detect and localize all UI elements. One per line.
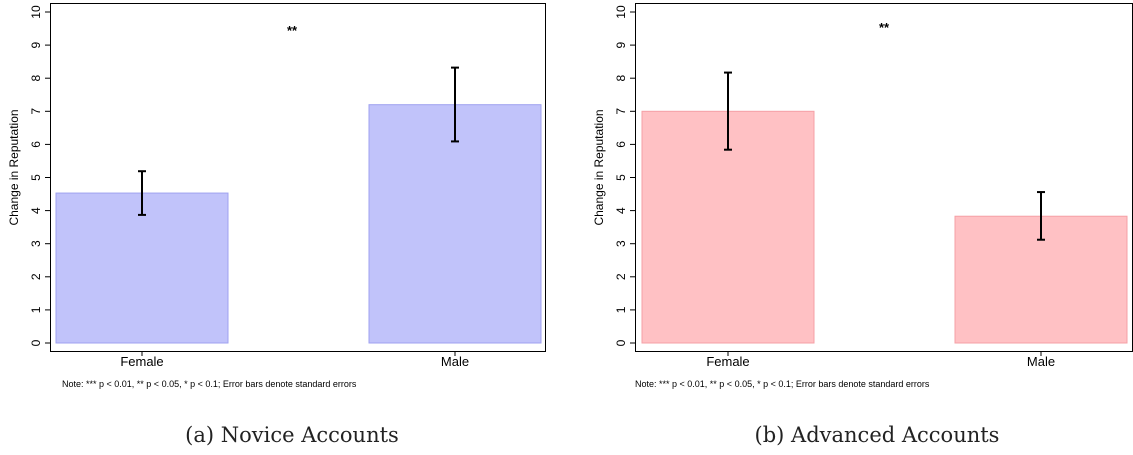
- panel-b-category-label: Female: [706, 354, 749, 369]
- panel-b-significance: **: [879, 20, 890, 35]
- panel-b-caption: (b) Advanced Accounts: [755, 423, 1000, 447]
- panel-a-ytick-label: 2: [29, 273, 43, 280]
- panel-a-caption: (a) Novice Accounts: [185, 423, 399, 447]
- panel-b-ytick-label: 3: [614, 240, 628, 247]
- panel-a-note: Note: *** p < 0.01, ** p < 0.05, * p < 0…: [62, 379, 357, 389]
- panel-a-ytick-label: 4: [29, 207, 43, 214]
- panel-b-category-label: Male: [1027, 354, 1055, 369]
- panel-b-ytick-label: 7: [614, 108, 628, 115]
- panel-b-ytick-label: 0: [614, 339, 628, 346]
- panel-a-ytick-label: 1: [29, 306, 43, 313]
- panel-a-category-label: Male: [441, 354, 469, 369]
- panel-a-plot-frame: [50, 3, 546, 352]
- panel-b-ytick-label: 4: [614, 207, 628, 214]
- panel-a-category-label: Female: [120, 354, 163, 369]
- panel-a-ylabel: Change in Reputation: [7, 109, 21, 225]
- panel-b-note: Note: *** p < 0.01, ** p < 0.05, * p < 0…: [635, 379, 930, 389]
- panel-b-ytick-label: 5: [614, 174, 628, 181]
- panel-b-ytick-label: 9: [614, 41, 628, 48]
- panel-a-ytick-label: 6: [29, 141, 43, 148]
- panel-a-bar-female: [55, 192, 229, 344]
- panel-a-ytick-label: 5: [29, 174, 43, 181]
- panel-b-ytick-label: 2: [614, 273, 628, 280]
- panel-b-ytick-label: 1: [614, 306, 628, 313]
- panel-a-significance: **: [287, 23, 298, 38]
- panel-a-ytick-label: 10: [29, 5, 43, 19]
- panel-b-ytick-label: 10: [614, 5, 628, 19]
- panel-a-ytick-label: 8: [29, 75, 43, 82]
- panel-a-ytick-label: 9: [29, 41, 43, 48]
- panel-b-ytick-label: 6: [614, 141, 628, 148]
- panel-b-ylabel: Change in Reputation: [592, 109, 606, 225]
- panel-a-ytick-label: 0: [29, 339, 43, 346]
- panel-a-ytick-label: 3: [29, 240, 43, 247]
- panel-b-ytick-label: 8: [614, 75, 628, 82]
- panel-a-ytick-label: 7: [29, 108, 43, 115]
